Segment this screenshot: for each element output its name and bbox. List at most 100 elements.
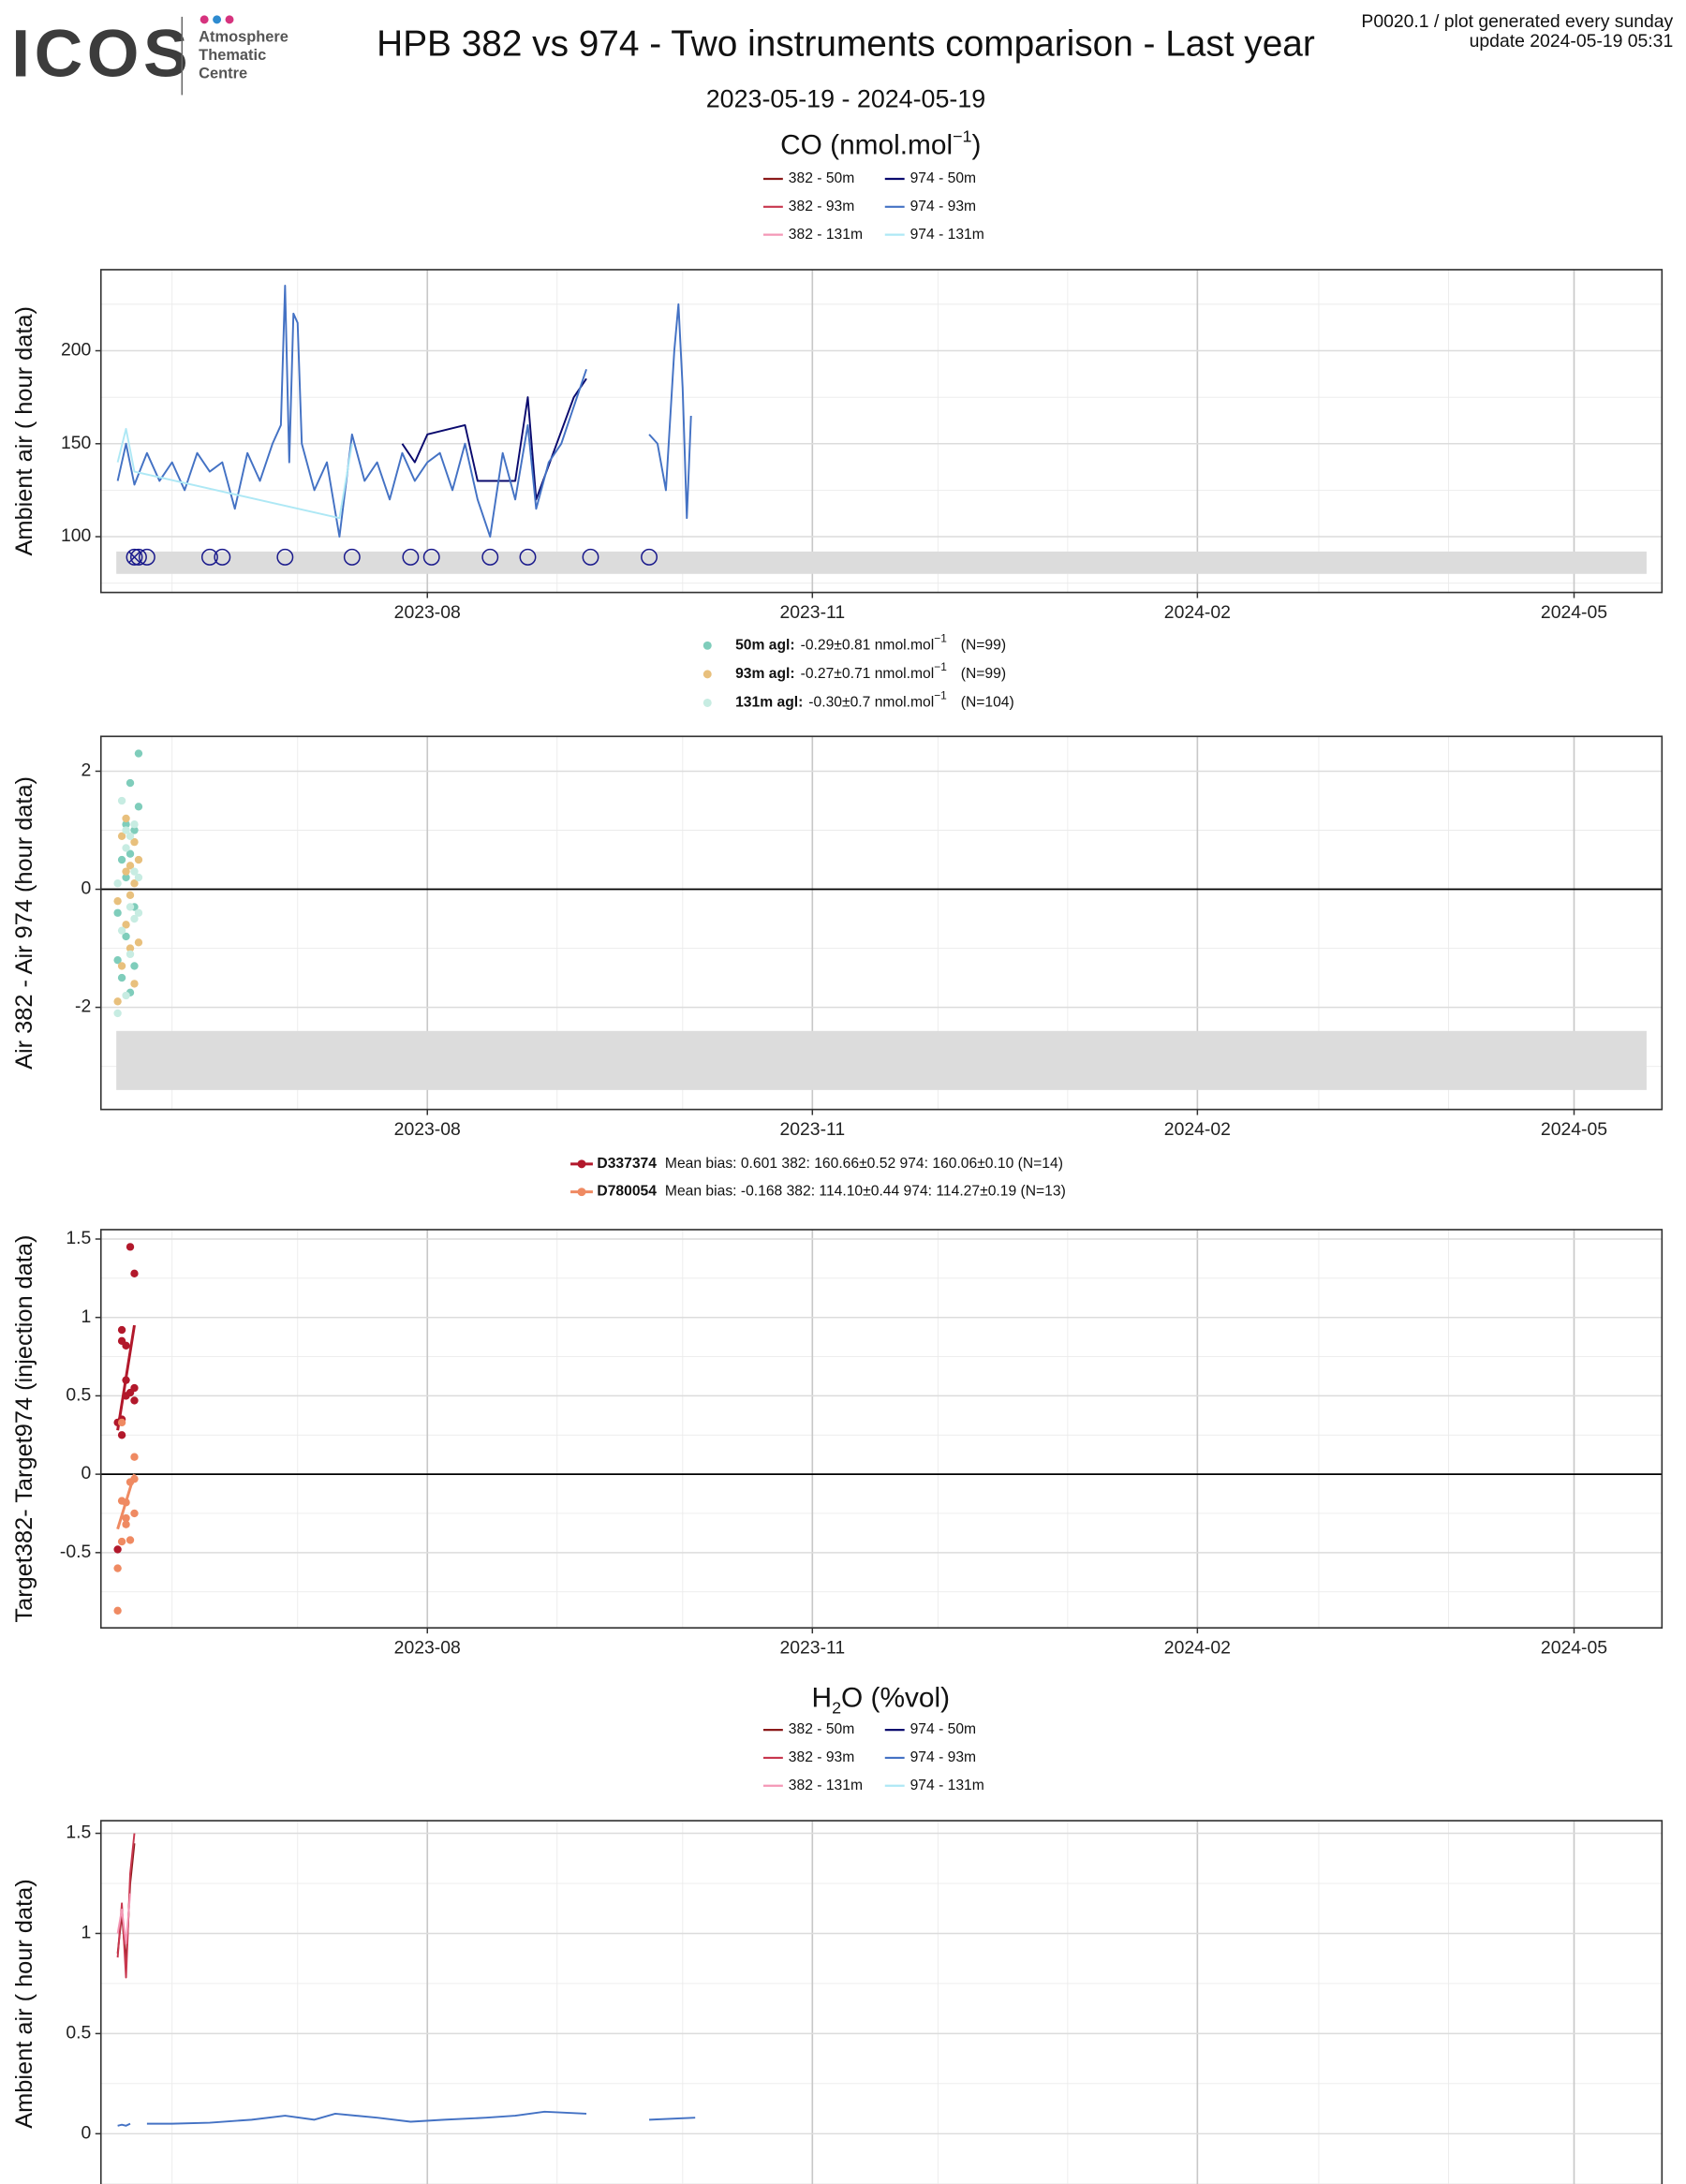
point [122, 844, 130, 852]
point [134, 803, 143, 811]
point [122, 873, 130, 882]
logo-text: Atmosphere [199, 29, 288, 46]
point [113, 879, 122, 888]
point [122, 1341, 130, 1350]
legend-label: 382 - 131m [789, 1778, 863, 1793]
logo-text: Thematic [199, 47, 266, 64]
legend-label: 382 - 50m [789, 1721, 855, 1737]
point [134, 855, 143, 864]
point [130, 980, 139, 988]
legend-unit: −1 [934, 631, 947, 644]
title-script: 2 [832, 1698, 841, 1717]
point [126, 950, 135, 959]
point [126, 1536, 135, 1544]
flag-cross [127, 551, 140, 564]
plot-frame [99, 1229, 1664, 1630]
flag-marker [214, 548, 231, 566]
point [117, 796, 126, 805]
flag-marker [126, 548, 143, 566]
x-tick-label: 2023-08 [394, 602, 461, 623]
legend-count: (N=99) [961, 637, 1006, 653]
legend-label: D337374 Mean bias: 0.601 382: 160.66±0.52… [597, 1156, 1063, 1172]
point [117, 1431, 126, 1439]
title-text: O (%vol) [841, 1682, 950, 1713]
y-axis-label: Ambient air ( hour data) [11, 306, 37, 555]
title-text: CO (nmol.mol [780, 130, 953, 161]
legend-unit: −1 [934, 660, 947, 673]
y-tick-label: 150 [61, 433, 92, 453]
flag-marker [276, 548, 294, 566]
legend-label: 974 - 50m [910, 1721, 977, 1737]
legend-label: 974 - 50m [910, 170, 977, 186]
point [130, 837, 139, 847]
x-tick-label: 2023-11 [779, 1638, 845, 1659]
point [126, 1243, 135, 1251]
legend-label: 382 - 131m [789, 227, 863, 243]
legend-label: D780054 Mean bias: -0.168 382: 114.10±0.4… [597, 1184, 1065, 1200]
x-tick-label: 2023-11 [779, 1119, 845, 1140]
point [113, 997, 122, 1006]
x-tick-label: 2024-02 [1164, 1119, 1231, 1140]
point [126, 903, 135, 911]
legend-label: 974 - 131m [910, 227, 984, 243]
flag-marker [200, 548, 218, 566]
series-line [116, 427, 353, 520]
y-tick-label: 0.5 [66, 2023, 91, 2044]
x-tick-label: 2023-11 [779, 602, 845, 623]
trend-line [116, 1324, 136, 1431]
chart-title: H2O (%vol) [812, 1682, 951, 1717]
legend-label: 974 - 93m [910, 1749, 977, 1765]
y-tick-label: -2 [75, 996, 91, 1017]
legend-unit: −1 [934, 689, 947, 702]
point [122, 991, 130, 1000]
y-tick-label: 0 [81, 1463, 92, 1483]
point [113, 1564, 122, 1572]
series-line [401, 377, 587, 501]
point [134, 908, 143, 917]
point [126, 944, 135, 952]
point [113, 908, 122, 917]
title-text: ) [972, 130, 982, 161]
point [122, 820, 130, 829]
legend-name: 50m agl: [735, 637, 795, 653]
point [130, 1396, 139, 1405]
point [113, 1545, 122, 1554]
point [126, 832, 135, 840]
legend-stats: -0.30±0.7 nmol.mol [808, 695, 934, 711]
logo-dot [213, 15, 222, 24]
legend-label: 93m agl: -0.27±0.71 nmol.mol−1 (N=99) [735, 660, 1006, 682]
point [113, 1606, 122, 1615]
point [126, 849, 135, 858]
flag-marker [481, 548, 499, 566]
flag-band [116, 551, 1647, 574]
y-axis-label: Air 382 - Air 974 (hour data) [11, 776, 37, 1070]
info: P0020.1 / plot generated every sunday [1361, 11, 1673, 32]
point [117, 1418, 126, 1427]
chart-title: CO (nmol.mol−1) [780, 126, 981, 160]
point [126, 862, 135, 870]
point [130, 879, 139, 888]
y-tick-label: 1 [81, 1923, 92, 1943]
point [122, 826, 130, 834]
legend-stats: -0.27±0.71 nmol.mol [801, 666, 935, 682]
logo: ICOS [11, 17, 192, 92]
legend-label: 974 - 93m [910, 199, 977, 214]
legend-swatch [702, 670, 712, 679]
logo-dot [225, 15, 234, 24]
point [117, 1325, 126, 1335]
point [122, 921, 130, 929]
y-tick-label: 0.5 [66, 1385, 91, 1406]
logo-dot [200, 15, 209, 24]
legend-label: 131m agl: -0.30±0.7 nmol.mol−1 (N=104) [735, 689, 1014, 711]
flag-marker [402, 548, 420, 566]
y-tick-label: 200 [61, 340, 92, 361]
point [130, 914, 139, 923]
title-script: −1 [953, 126, 971, 145]
page-title: HPB 382 vs 974 - Two instruments compari… [377, 23, 1315, 64]
legend-label: 974 - 131m [910, 1778, 984, 1793]
point [130, 962, 139, 970]
legend-stats: -0.29±0.81 nmol.mol [801, 637, 935, 653]
y-axis-label: Ambient air ( hour data) [11, 1879, 37, 2128]
point [113, 956, 122, 965]
